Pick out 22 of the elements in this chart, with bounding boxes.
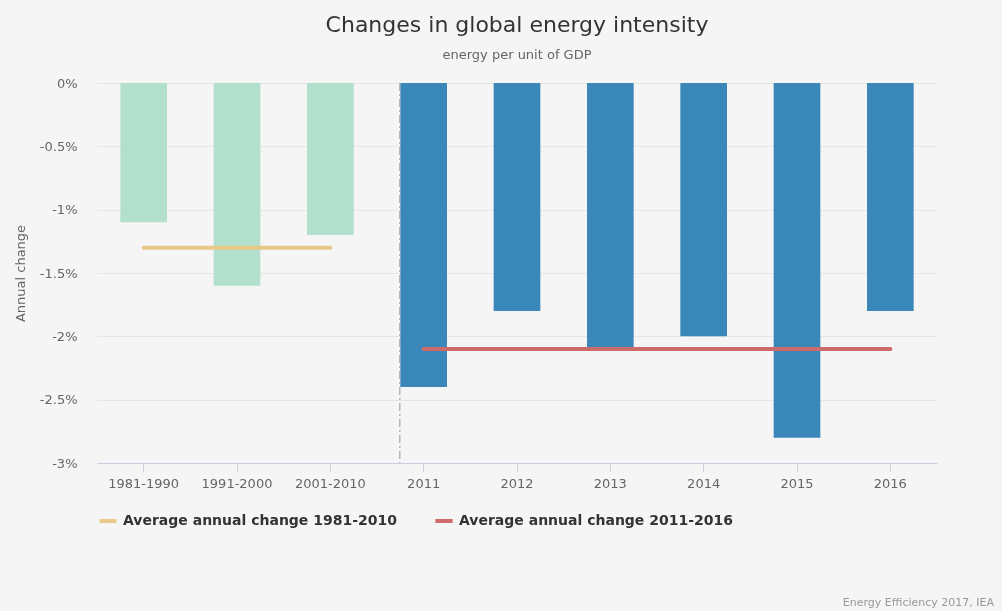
- x-tick-label: 2013: [593, 475, 627, 491]
- y-axis-title: Annual change: [12, 224, 28, 323]
- chart-title: Changes in global energy intensity: [325, 12, 709, 37]
- x-tick-label: 2011: [407, 475, 441, 491]
- legend-label: Average annual change 2011-2016: [459, 512, 733, 528]
- y-tick-label: -2%: [52, 328, 78, 344]
- y-tick-label: -2.5%: [39, 392, 78, 408]
- y-tick-label: -0.5%: [39, 138, 78, 154]
- y-tick-label: -3%: [52, 455, 78, 471]
- text: Energy Efficiency 2017, IEA: [842, 596, 994, 609]
- x-tick-label: 2012: [500, 475, 534, 491]
- y-tick-label: -1%: [52, 202, 78, 218]
- x-tick-label: 2001-2010: [294, 475, 366, 491]
- chart-subtitle: energy per unit of GDP: [442, 47, 592, 62]
- x-tick-label: 1991-2000: [201, 475, 273, 491]
- x-tick-label: 2015: [780, 475, 814, 491]
- y-tick-label: 0%: [56, 75, 78, 91]
- y-tick-label: -1.5%: [39, 265, 78, 281]
- legend-label: Average annual change 1981-2010: [123, 512, 398, 528]
- x-tick-label: 1981-1990: [108, 475, 180, 491]
- x-tick-label: 2014: [687, 475, 721, 491]
- x-tick-label: 2016: [873, 475, 907, 491]
